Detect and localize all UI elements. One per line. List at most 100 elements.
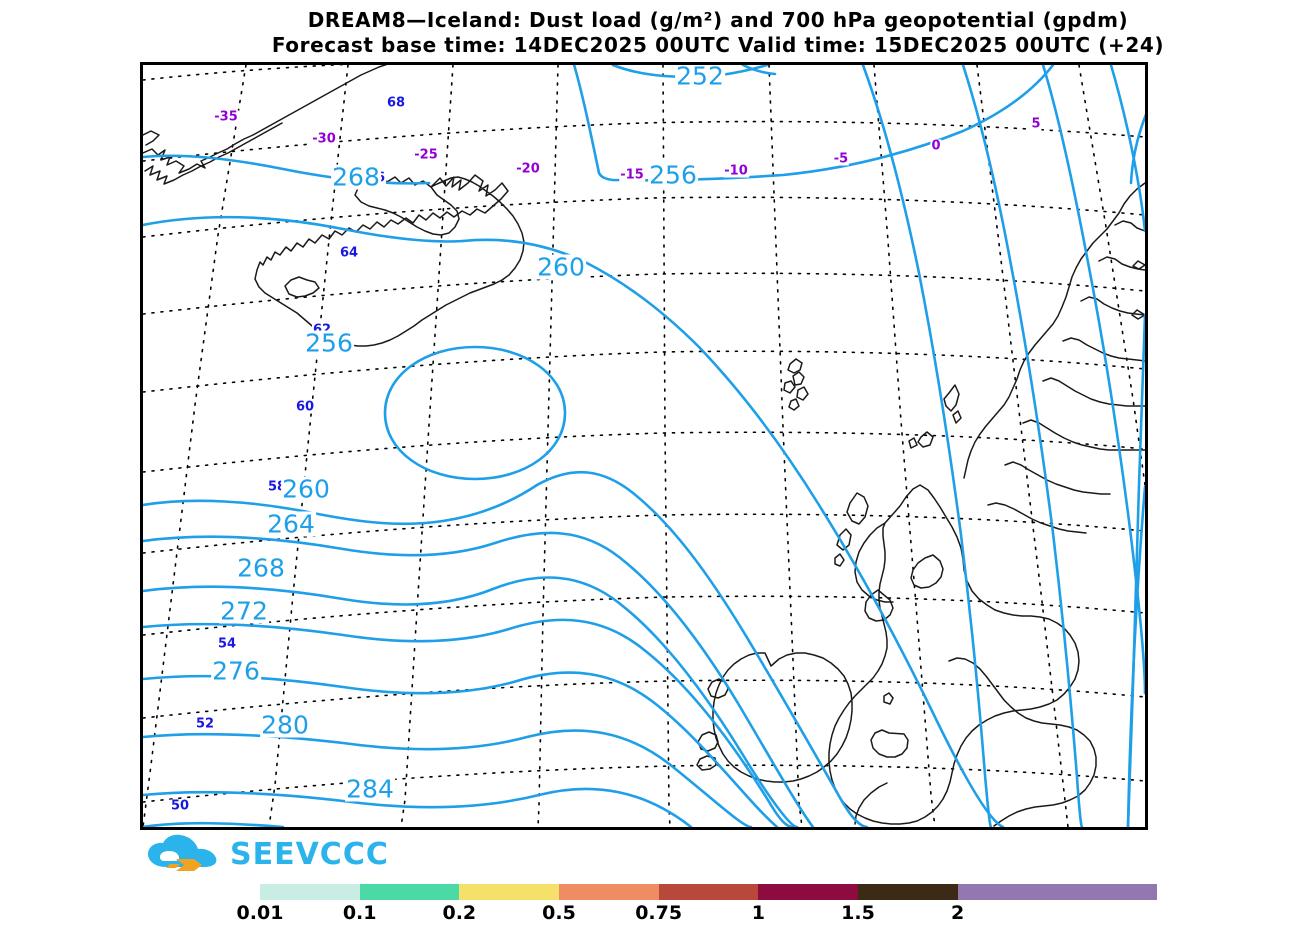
coast-norway-fjord-5 <box>1042 377 1145 407</box>
coast-norway-islands <box>1132 260 1145 270</box>
coast-norway-south <box>987 502 1087 534</box>
coast-cornwall <box>854 782 888 825</box>
contour-256-north <box>572 65 601 175</box>
coast-scotland <box>828 484 1080 825</box>
contour-236-r4 <box>1109 65 1145 233</box>
meridian--25 <box>400 65 454 827</box>
meridian--10 <box>768 65 803 827</box>
parallel-58 <box>143 431 1145 473</box>
colorbar-band-2 <box>459 884 560 900</box>
meridian--30 <box>268 65 349 827</box>
map-panel: -35 -30 -25 -20 -15 -10 -5 0 5 68 66 64 62 60 58 56 54 52… <box>140 62 1148 830</box>
coast-ireland-west <box>707 678 729 699</box>
contour-252b <box>741 65 777 76</box>
colorbar-bands <box>260 884 1158 900</box>
coast-hebrides-uist <box>836 528 852 551</box>
coastline-group <box>143 65 1145 827</box>
colorbar-tick-labels: 0.01 0.1 0.2 0.5 0.75 1 1.5 2 <box>215 902 1165 924</box>
seevccc-logo: SEEVCCC <box>146 833 388 877</box>
map-canvas <box>143 65 1145 827</box>
coast-norway-fjord-7 <box>1004 461 1111 495</box>
contour-256-trough <box>597 65 1055 182</box>
colorbar-tick-0_2: 0.2 <box>442 902 477 924</box>
contour-group <box>143 65 1145 827</box>
colorbar-band-4 <box>658 884 759 900</box>
coast-ireland <box>712 652 853 783</box>
contour-260-nw <box>143 215 465 243</box>
contour-248-r1 <box>861 65 993 827</box>
contour-280 <box>143 729 753 827</box>
parallel-52 <box>143 679 1145 719</box>
meridian-0 <box>976 65 1069 827</box>
logo-text: SEEVCCC <box>230 837 389 872</box>
colorbar-band-7 <box>957 884 1058 900</box>
coast-england-wales <box>948 657 1097 827</box>
colorbar-tick-0_1: 0.1 <box>342 902 377 924</box>
colorbar-tick-0_5: 0.5 <box>542 902 576 924</box>
colorbar-tick-2: 2 <box>951 902 965 924</box>
contour-272 <box>143 618 795 827</box>
coast-norway <box>963 182 1145 479</box>
coast-iceland <box>254 174 525 347</box>
coast-hebrides-barra <box>834 553 845 567</box>
coast-iceland-sw <box>284 276 320 298</box>
colorbar-tick-0_01: 0.01 <box>236 902 284 924</box>
coast-greenland-inlet <box>143 130 160 146</box>
meridian--35 <box>143 65 247 827</box>
page-title: DREAM8—Iceland: Dust load (g/m²) and 700… <box>307 8 1129 32</box>
cloud-icon <box>148 834 217 871</box>
coast-greenland <box>143 65 388 174</box>
coast-faroe-1 <box>787 358 803 374</box>
coast-hebrides-lewis <box>846 492 869 525</box>
arrow-icon <box>176 859 202 871</box>
colorbar-tick-0_75: 0.75 <box>635 902 683 924</box>
coast-greenland-fringe <box>144 122 283 185</box>
coast-ireland-dingle <box>696 755 717 771</box>
coast-iceland-nw-fjords <box>354 176 460 236</box>
coast-isle-man <box>883 692 894 705</box>
coast-orkney <box>917 431 934 448</box>
contour-r7 <box>1129 113 1145 185</box>
coast-scotland-west <box>854 522 894 603</box>
coast-orkney-2 <box>908 437 918 449</box>
contour-240-r3 <box>1041 65 1145 695</box>
colorbar-band-8 <box>1057 884 1158 900</box>
parallel-66 <box>143 120 1145 162</box>
coast-shetland-2 <box>952 410 962 424</box>
coast-scotland-clyde <box>864 589 894 622</box>
parallel-56 <box>143 513 1145 554</box>
contour-244-r2 <box>961 65 1084 827</box>
colorbar-band-6 <box>858 884 958 900</box>
contour-228-r6 <box>1126 485 1145 827</box>
colorbar: 0.01 0.1 0.2 0.5 0.75 1 1.5 2 <box>215 884 1165 924</box>
contour-260-low <box>143 483 539 526</box>
colorbar-tick-1: 1 <box>751 902 765 924</box>
contour-284 <box>143 787 693 827</box>
parallel-62 <box>143 272 1145 315</box>
coast-ireland-sw <box>697 731 719 752</box>
parallel-60 <box>143 350 1145 393</box>
contour-276 <box>143 671 779 827</box>
contour-260-low-b <box>535 470 869 827</box>
colorbar-band-1 <box>359 884 460 900</box>
coast-scotland-firth <box>910 554 944 589</box>
contour-268-nw <box>143 154 431 185</box>
parallel-68 <box>143 65 350 81</box>
contour-288 <box>143 821 285 827</box>
contour-264 <box>143 531 815 827</box>
chart-title-block: DREAM8—Iceland: Dust load (g/m²) and 700… <box>148 8 1288 58</box>
coast-wales <box>870 729 909 758</box>
parallel-64 <box>143 196 1145 238</box>
coast-norway-fjord-6 <box>1022 419 1145 451</box>
contour-268 <box>143 576 799 827</box>
coast-faroe-3 <box>783 380 796 394</box>
colorbar-band-5 <box>758 884 859 900</box>
coast-norway-fjord-1 <box>1114 220 1145 232</box>
colorbar-band-3 <box>559 884 659 900</box>
coast-norway-fjord-4 <box>1062 337 1145 362</box>
coast-faroe-4 <box>796 386 809 401</box>
page-subtitle: Forecast base time: 14DEC2025 00UTC Vali… <box>271 33 1165 57</box>
meridian-5 <box>1078 65 1145 486</box>
coast-shetland <box>943 384 960 412</box>
